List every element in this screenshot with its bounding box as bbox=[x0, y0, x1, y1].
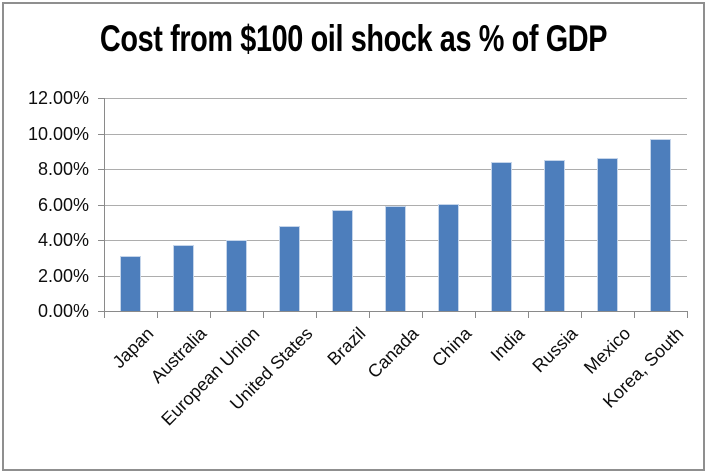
y-gridline bbox=[104, 205, 687, 206]
bar bbox=[544, 160, 565, 311]
y-tick-label: 0.00% bbox=[37, 301, 89, 321]
x-tick-mark bbox=[687, 311, 688, 318]
bar bbox=[279, 226, 300, 311]
x-tick-mark bbox=[528, 311, 529, 318]
y-tick-mark bbox=[98, 134, 104, 135]
x-tick-mark bbox=[210, 311, 211, 318]
y-tick-mark bbox=[98, 169, 104, 170]
y-axis-line bbox=[104, 98, 105, 312]
y-tick-mark bbox=[98, 311, 104, 312]
y-tick-mark bbox=[98, 240, 104, 241]
y-tick-mark bbox=[98, 205, 104, 206]
bar bbox=[438, 204, 459, 311]
x-axis-line bbox=[104, 311, 688, 312]
x-tick-mark bbox=[263, 311, 264, 318]
bar bbox=[385, 206, 406, 311]
bar bbox=[120, 256, 141, 311]
x-tick-mark bbox=[634, 311, 635, 318]
y-tick-label: 12.00% bbox=[27, 88, 89, 108]
x-tick-mark bbox=[475, 311, 476, 318]
bar bbox=[597, 158, 618, 311]
y-tick-label: 10.00% bbox=[27, 124, 89, 144]
bar bbox=[332, 210, 353, 311]
y-tick-label: 8.00% bbox=[37, 159, 89, 179]
x-tick-mark bbox=[104, 311, 105, 318]
chart-title: Cost from $100 oil shock as % of GDP bbox=[99, 18, 608, 59]
bar bbox=[173, 245, 194, 311]
x-tick-mark bbox=[157, 311, 158, 318]
y-gridline bbox=[104, 169, 687, 170]
y-tick-label: 2.00% bbox=[37, 266, 89, 286]
y-tick-label: 4.00% bbox=[37, 230, 89, 250]
x-tick-mark bbox=[369, 311, 370, 318]
plot-area: 0.00% 2.00% 4.00% 6.00% 8.00% 10.00% 12.00% Jap… bbox=[4, 4, 707, 473]
bar bbox=[491, 162, 512, 311]
bar bbox=[226, 240, 247, 311]
x-tick-mark bbox=[422, 311, 423, 318]
y-tick-mark bbox=[98, 276, 104, 277]
x-tick-mark bbox=[316, 311, 317, 318]
y-tick-mark bbox=[98, 98, 104, 99]
bar bbox=[650, 139, 671, 311]
y-gridline bbox=[104, 98, 687, 99]
y-gridline bbox=[104, 134, 687, 135]
y-tick-label: 6.00% bbox=[37, 195, 89, 215]
x-tick-mark bbox=[581, 311, 582, 318]
